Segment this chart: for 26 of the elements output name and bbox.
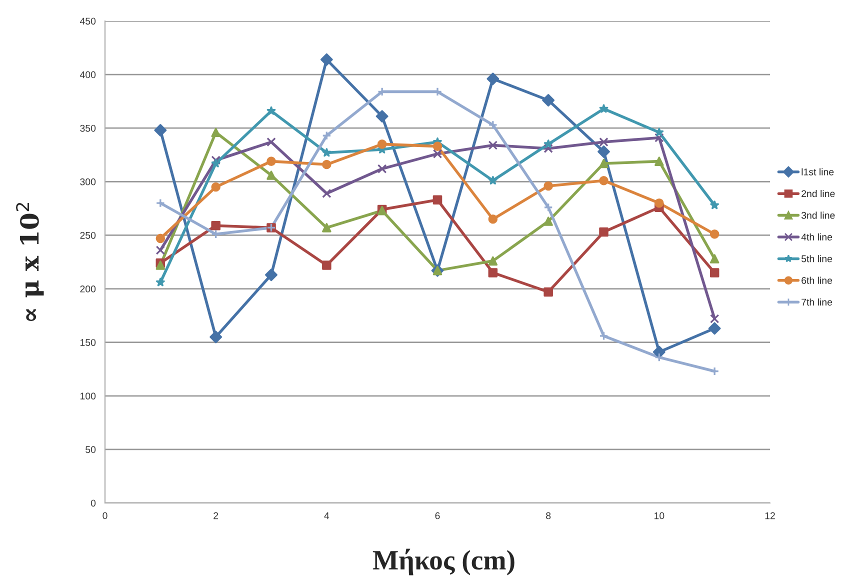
legend-label: 5th line <box>802 255 832 262</box>
y-tick-label: 350 <box>80 124 96 132</box>
y-tick-label: 300 <box>80 178 96 186</box>
x-tick-label: 12 <box>765 512 775 520</box>
y-tick-label: 400 <box>80 71 96 78</box>
x-axis-title: Μήκος (cm) <box>372 548 514 576</box>
y-tick-label: 200 <box>80 286 96 292</box>
y-tick-label: 250 <box>80 232 96 239</box>
legend-label: 4th line <box>801 233 832 241</box>
x-tick-label: 10 <box>654 512 664 520</box>
y-axis-title: ∝ μ x 10$^{2}$ <box>16 202 44 321</box>
y-tick-label: 450 <box>80 18 96 25</box>
y-tick-label: 0 <box>90 500 96 507</box>
legend-label: 3nd line <box>801 212 835 219</box>
legend-label: 7th line <box>802 298 832 306</box>
y-tick-label: 150 <box>80 339 96 346</box>
legend-label: 6th line <box>802 276 832 284</box>
x-tick-label: 8 <box>546 512 551 520</box>
legend-label: 2nd line <box>802 190 835 198</box>
x-tick-label: 6 <box>435 512 440 520</box>
x-tick-label: 0 <box>102 512 108 520</box>
y-tick-label: 50 <box>86 446 96 454</box>
y-tick-label: 100 <box>80 392 96 400</box>
legend-label: l1st line <box>802 168 834 176</box>
x-tick-label: 4 <box>324 512 330 520</box>
x-tick-label: 2 <box>214 512 218 520</box>
